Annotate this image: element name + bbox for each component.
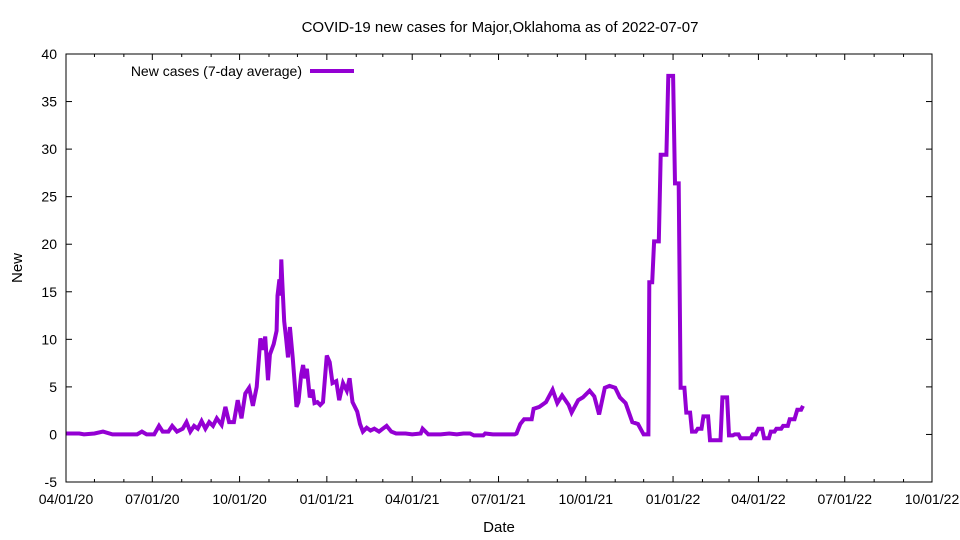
series-layer [66,73,805,443]
y-tick-label: 20 [41,236,57,252]
y-axis-label: New [9,253,26,283]
legend-label: New cases (7-day average) [131,63,302,79]
y-tick-label: 5 [49,379,57,395]
x-tick-label: 01/01/22 [646,491,701,507]
x-tick-label: 01/01/21 [300,491,355,507]
x-axis-label: Date [483,519,515,536]
series-line-new-cases [66,73,805,443]
y-tick-label: 30 [41,141,57,157]
y-tick-label: 15 [41,284,57,300]
x-tick-label: 07/01/21 [471,491,526,507]
x-tick-label: 04/01/21 [385,491,440,507]
x-axis-ticks: 04/01/20 07/01/20 10/01/20 01/01/21 04/01/21… [39,54,960,507]
x-tick-label: 07/01/20 [125,491,180,507]
y-tick-label: 35 [41,94,57,110]
y-tick-label: 40 [41,46,57,62]
y-tick-label: -5 [45,474,58,490]
y-tick-label: 25 [41,189,57,205]
x-tick-label: 04/01/20 [39,491,94,507]
plot-frame [65,53,933,483]
x-tick-label: 10/01/22 [905,491,960,507]
y-tick-label: 0 [49,426,57,442]
y-tick-label: 10 [41,331,57,347]
x-tick-label: 10/01/21 [559,491,614,507]
x-tick-label: 10/01/20 [212,491,267,507]
chart-title: COVID-19 new cases for Major,Oklahoma as… [302,19,699,36]
x-tick-label: 04/01/22 [731,491,786,507]
x-tick-label: 07/01/22 [817,491,872,507]
legend: New cases (7-day average) [131,63,354,79]
y-axis-ticks: -5 0 5 10 15 20 25 30 35 40 [41,46,932,490]
